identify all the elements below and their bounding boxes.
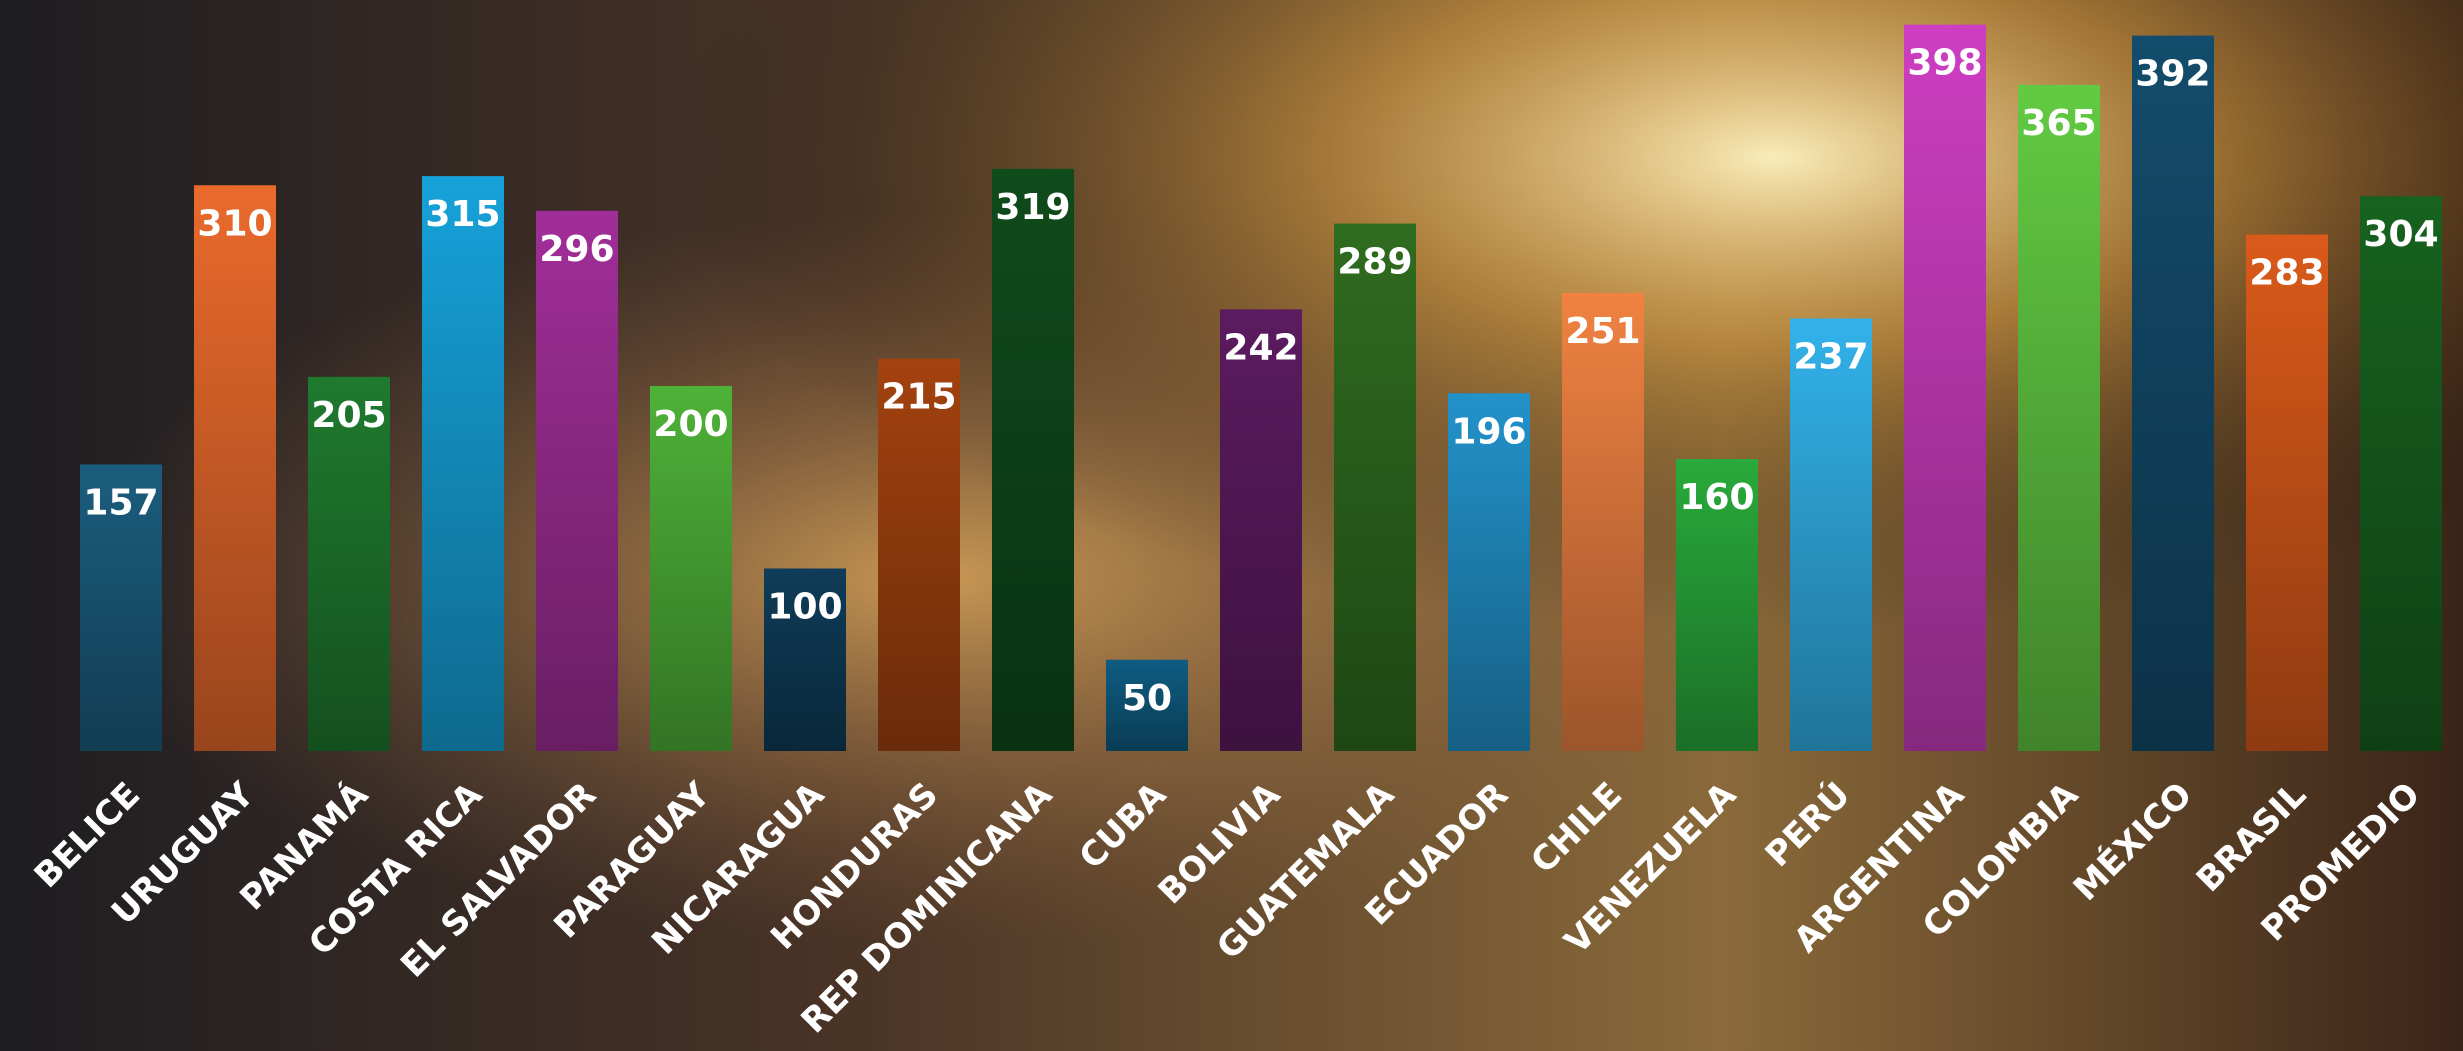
value-label: 283 [2249,253,2324,294]
bar-shade [2246,234,2328,751]
bar-shade [80,464,162,751]
bar-shade [308,376,390,751]
bar-shade [1106,659,1188,751]
bar-shade [2018,84,2100,751]
bar-shade [1676,459,1758,751]
bar-shade [194,185,276,751]
value-label: 392 [2135,54,2210,95]
bar-shade [650,386,732,751]
value-label: 100 [767,587,842,628]
value-label: 398 [1907,43,1982,84]
bar-shade [536,210,618,752]
bar-shade [1562,292,1644,751]
value-label: 319 [995,187,1070,228]
bar-shade [1904,24,1986,751]
value-label: 315 [425,194,500,235]
bar-shade [1220,309,1302,751]
bar-shade [1790,318,1872,751]
value-label: 296 [539,229,614,270]
bar-shade [422,176,504,751]
value-label: 157 [83,482,158,523]
value-label: 50 [1122,678,1172,719]
value-label: 310 [197,203,272,244]
value-label: 160 [1679,477,1754,518]
value-label: 304 [2363,214,2438,255]
bar-shade [2360,196,2442,751]
value-label: 289 [1337,242,1412,283]
bar-shade [764,568,846,751]
value-label: 242 [1223,327,1298,368]
bar-shade [992,168,1074,751]
value-label: 365 [2021,103,2096,144]
bar-shade [1334,223,1416,751]
value-label: 200 [653,404,728,445]
bar-shade [1448,393,1530,751]
value-label: 237 [1793,336,1868,377]
value-label: 196 [1451,411,1526,452]
value-label: 205 [311,395,386,436]
value-label: 215 [881,377,956,418]
bar-shade [878,358,960,751]
bar-shade [2132,35,2214,752]
value-label: 251 [1565,311,1640,352]
